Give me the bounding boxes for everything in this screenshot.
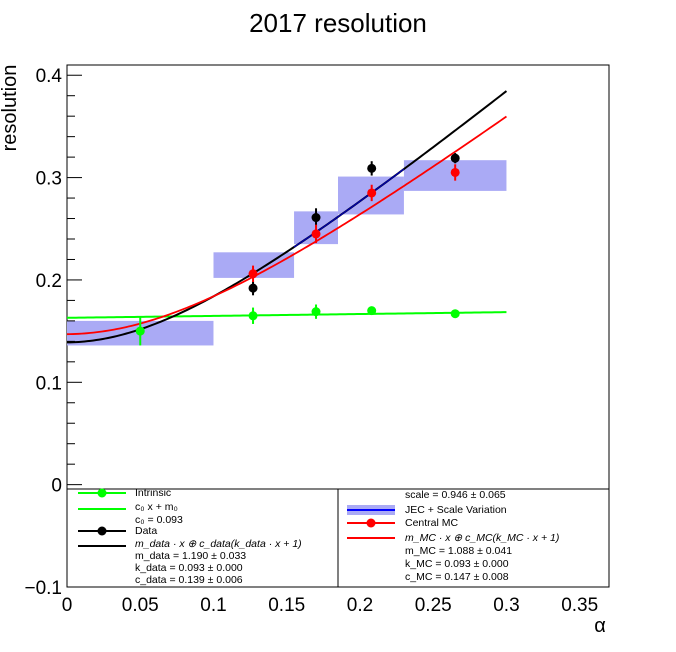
intrinsic-point-2	[311, 307, 321, 317]
intrinsic-point-4	[450, 309, 460, 319]
intrinsic-point-3	[367, 306, 377, 316]
legend-intrinsic-value: c₀ = 0.093	[135, 514, 183, 526]
x-tick-label-5: 0.25	[415, 595, 452, 616]
plot-area: 0 0.05 0.1 0.15 0.2 0.25 0.3 0.35−0.100.10.20.3…	[24, 64, 610, 616]
data-point-1	[311, 213, 321, 223]
chart-title: 2017 resolution	[249, 8, 427, 38]
y-tick-label-3: 0.2	[36, 271, 62, 292]
y-tick-label-0: −0.1	[24, 578, 62, 599]
legend-entry-data-fit: m_data · x ⊕ c_data(k_data · x + 1) m_da…	[78, 538, 302, 586]
legend-entry-intrinsic: Intrinsic	[78, 487, 171, 499]
y-tick-label-5: 0.4	[36, 66, 63, 87]
central-mc-point-3	[450, 167, 460, 177]
x-tick-label-0: 0	[62, 595, 73, 616]
data-point-2	[367, 163, 377, 173]
legend-mc-marker	[366, 518, 376, 528]
legend-box	[66, 488, 610, 588]
legend-entry-jec: JEC + Scale Variation	[347, 504, 507, 516]
y-tick-label-4: 0.3	[36, 169, 62, 190]
legend-entry-central-mc: Central MC	[347, 517, 459, 529]
central-mc-point-0	[248, 269, 258, 279]
legend: Intrinsic c₀ x + m₀ c₀ = 0.093 Data m_da…	[78, 487, 559, 586]
legend-m-data: m_data = 1.190 ± 0.033	[135, 550, 246, 562]
x-tick-label-1: 0.05	[122, 595, 159, 616]
legend-entry-mc-fit: m_MC · x ⊕ c_MC(k_MC · x + 1) m_MC = 1.0…	[347, 532, 559, 583]
intrinsic-fit-line	[66, 311, 507, 319]
x-axis-label: α	[594, 615, 606, 637]
legend-mc-formula: m_MC · x ⊕ c_MC(k_MC · x + 1)	[405, 532, 559, 544]
data-fit-line	[66, 90, 508, 344]
legend-scale: scale = 0.946 ± 0.065	[405, 489, 506, 501]
legend-intrinsic-label: Intrinsic	[135, 487, 171, 499]
legend-mc-label: Central MC	[405, 517, 459, 529]
legend-jec-label: JEC + Scale Variation	[405, 504, 507, 516]
legend-entry-intrinsic-fit: c₀ x + m₀ c₀ = 0.093	[78, 501, 183, 526]
central-mc-point-1	[311, 229, 321, 239]
y-tick-label-1: 0	[51, 476, 62, 497]
legend-data-label: Data	[135, 525, 157, 537]
legend-entry-data: Data	[78, 525, 157, 537]
x-tick-label-6: 0.3	[493, 595, 519, 616]
mc-fit-line	[66, 115, 507, 336]
intrinsic-point-0	[135, 326, 145, 336]
legend-intrinsic-formula: c₀ x + m₀	[135, 501, 178, 513]
x-tick-label-3: 0.15	[268, 595, 305, 616]
y-axis-label: resolution	[0, 65, 21, 152]
x-tick-label-4: 0.2	[347, 595, 373, 616]
legend-k-mc: k_MC = 0.093 ± 0.000	[405, 558, 509, 570]
legend-c-data: c_data = 0.139 ± 0.006	[135, 574, 243, 586]
intrinsic-point-1	[248, 311, 258, 321]
legend-intrinsic-marker	[97, 488, 107, 498]
x-tick-label-7: 0.35	[561, 595, 598, 616]
y-tick-label-2: 0.1	[36, 373, 62, 394]
legend-c-mc: c_MC = 0.147 ± 0.008	[405, 571, 509, 583]
legend-data-formula: m_data · x ⊕ c_data(k_data · x + 1)	[135, 538, 302, 550]
data-point-0	[248, 283, 258, 293]
central-mc-point-2	[367, 188, 377, 198]
data-point-3	[450, 153, 460, 163]
legend-k-data: k_data = 0.093 ± 0.000	[135, 562, 243, 574]
legend-m-mc: m_MC = 1.088 ± 0.041	[405, 545, 512, 557]
legend-data-marker	[97, 526, 107, 536]
x-tick-label-2: 0.1	[200, 595, 226, 616]
